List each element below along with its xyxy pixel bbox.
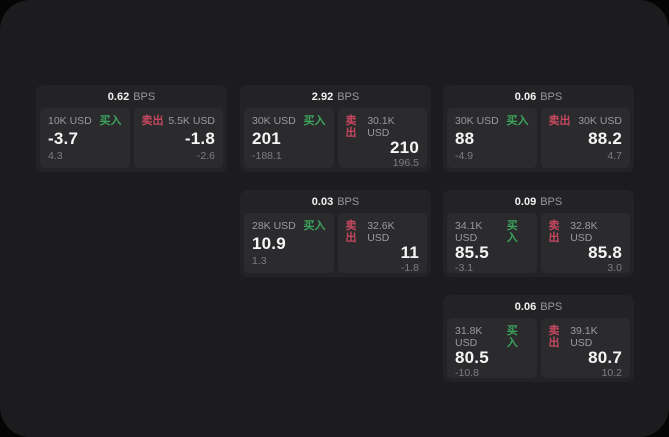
bps-unit-label: BPS [337, 195, 360, 208]
buy-panel[interactable]: 28K USD 买入 10.9 1.3 [244, 213, 334, 273]
sell-price: 85.8 [588, 243, 622, 262]
sell-sub-value: 4.7 [607, 150, 622, 162]
buy-price: 80.5 [455, 348, 489, 367]
sell-price: 11 [400, 243, 419, 262]
sell-sub-value: 3.0 [607, 262, 622, 274]
sell-amount: 30.1K USD [367, 115, 395, 139]
sell-amount: 32.6K USD [367, 220, 395, 244]
buy-sub-value: 1.3 [252, 255, 267, 267]
sell-amount: 30K USD [578, 115, 622, 127]
sell-price: 80.7 [588, 348, 622, 367]
buy-panel[interactable]: 34.1K USD 买入 85.5 -3.1 [447, 213, 537, 274]
sell-amount: 32.8K USD [570, 220, 598, 244]
sell-panel[interactable]: 卖出 39.1K USD 80.7 10.2 [540, 318, 630, 379]
buy-sub-value: 4.3 [48, 150, 63, 162]
bps-unit-label: BPS [540, 300, 563, 313]
buy-label: 买入 [506, 115, 529, 127]
bps-header: 2.92 BPS [240, 85, 431, 108]
buy-price: 85.5 [455, 243, 489, 262]
buy-price: -3.7 [48, 128, 79, 148]
buy-label: 买入 [506, 220, 518, 244]
quote-card-1: 0.62 BPS 10K USD 买入 -3.7 4.3 卖出 5.5K USD… [36, 85, 227, 172]
buy-sub-value: -3.1 [455, 262, 474, 274]
bps-value: 0.09 [514, 195, 537, 208]
sell-panel[interactable]: 卖出 30.1K USD 210 196.5 [337, 108, 427, 169]
buy-amount: 31.8K USD [455, 325, 483, 349]
buy-label: 买入 [303, 220, 326, 232]
bps-value: 0.03 [311, 195, 334, 208]
bps-header: 0.62 BPS [36, 85, 227, 108]
sell-price: -1.8 [184, 128, 215, 148]
buy-amount: 34.1K USD [455, 220, 483, 244]
sell-panel[interactable]: 卖出 32.6K USD 11 -1.8 [337, 213, 427, 274]
quote-card-3: 0.06 BPS 30K USD 买入 88 -4.9 卖出 30K USD 8… [443, 85, 634, 172]
quote-card-2: 2.92 BPS 30K USD 买入 201 -188.1 卖出 30.1K … [240, 85, 431, 172]
buy-price: 88 [455, 128, 475, 148]
buy-sub-value: -188.1 [252, 150, 282, 162]
sell-panel[interactable]: 卖出 32.8K USD 85.8 3.0 [540, 213, 630, 274]
buy-amount: 30K USD [455, 115, 499, 127]
buy-price: 201 [252, 128, 281, 148]
bps-value: 0.62 [107, 90, 130, 103]
sell-panel[interactable]: 卖出 5.5K USD -1.8 -2.6 [133, 108, 223, 168]
quote-card-5: 0.09 BPS 34.1K USD 买入 85.5 -3.1 卖出 32.8K… [443, 190, 634, 277]
quote-card-6: 0.06 BPS 31.8K USD 买入 80.5 -10.8 卖出 39.1… [443, 295, 634, 382]
buy-panel[interactable]: 30K USD 买入 201 -188.1 [244, 108, 334, 168]
bps-header: 0.03 BPS [240, 190, 431, 213]
buy-amount: 30K USD [252, 115, 296, 127]
bps-unit-label: BPS [540, 195, 563, 208]
buy-sub-value: -4.9 [455, 150, 474, 162]
sell-amount: 39.1K USD [570, 325, 598, 349]
bps-value: 0.06 [514, 300, 537, 313]
sell-sub-value: -2.6 [196, 150, 215, 162]
sell-panel[interactable]: 卖出 30K USD 88.2 4.7 [540, 108, 630, 168]
sell-amount: 5.5K USD [168, 115, 215, 127]
bps-unit-label: BPS [337, 90, 360, 103]
sell-label: 卖出 [548, 325, 560, 349]
bps-value: 2.92 [311, 90, 334, 103]
buy-label: 买入 [303, 115, 326, 127]
sell-price: 88.2 [588, 128, 622, 148]
sell-label: 卖出 [345, 115, 357, 139]
sell-sub-value: -1.8 [400, 262, 419, 274]
sell-sub-value: 10.2 [601, 367, 622, 379]
bps-unit-label: BPS [133, 90, 156, 103]
bps-header: 0.09 BPS [443, 190, 634, 213]
buy-amount: 28K USD [252, 220, 296, 232]
bps-value: 0.06 [514, 90, 537, 103]
buy-label: 买入 [506, 325, 518, 349]
buy-amount: 10K USD [48, 115, 92, 127]
quote-card-4: 0.03 BPS 28K USD 买入 10.9 1.3 卖出 32.6K US… [240, 190, 431, 277]
sell-label: 卖出 [548, 220, 560, 244]
bps-header: 0.06 BPS [443, 295, 634, 318]
bps-header: 0.06 BPS [443, 85, 634, 108]
buy-price: 10.9 [252, 233, 286, 253]
buy-sub-value: -10.8 [455, 367, 479, 379]
buy-panel[interactable]: 30K USD 买入 88 -4.9 [447, 108, 537, 168]
buy-panel[interactable]: 10K USD 买入 -3.7 4.3 [40, 108, 130, 168]
sell-price: 210 [390, 138, 419, 157]
sell-label: 卖出 [345, 220, 357, 244]
buy-panel[interactable]: 31.8K USD 买入 80.5 -10.8 [447, 318, 537, 379]
sell-label: 卖出 [548, 115, 571, 127]
sell-sub-value: 196.5 [392, 157, 419, 169]
buy-label: 买入 [99, 115, 122, 127]
sell-label: 卖出 [141, 115, 164, 127]
bps-unit-label: BPS [540, 90, 563, 103]
